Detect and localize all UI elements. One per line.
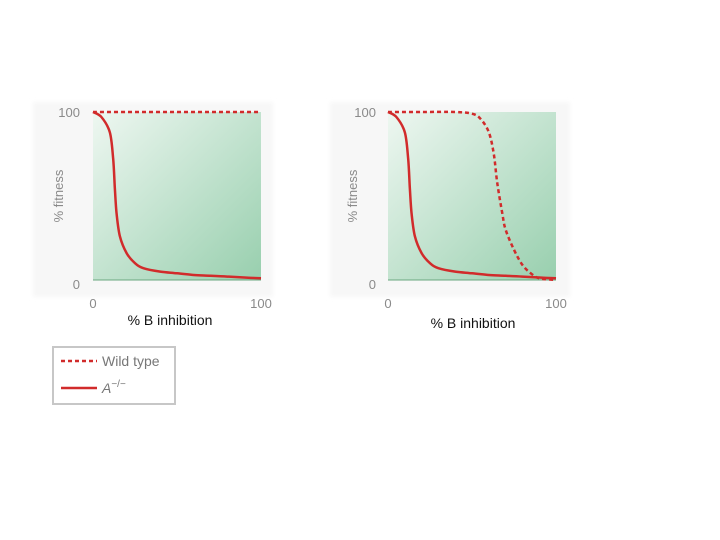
y-axis-label: % fitness xyxy=(51,169,66,222)
legend-label-a-superscript: −/− xyxy=(111,379,126,390)
plot-area xyxy=(388,112,556,280)
x-tick-label-100: 100 xyxy=(250,296,272,311)
series-line-a xyxy=(387,110,557,280)
legend-label-a-text: A xyxy=(101,380,111,396)
plot-area xyxy=(93,112,261,280)
series-layer xyxy=(387,110,557,282)
y-tick-label-100: 100 xyxy=(354,105,376,120)
x-tick-label-100: 100 xyxy=(545,296,567,311)
y-tick-label-0: 0 xyxy=(73,277,80,292)
x-axis-label: % B inhibition xyxy=(128,312,213,328)
y-tick-label-0: 0 xyxy=(369,277,376,292)
x-tick-label-0: 0 xyxy=(89,296,96,311)
series-line-wild-type xyxy=(388,110,557,282)
legend-label-wild-type: Wild type xyxy=(102,353,160,369)
chart-panel-right: 100 0 0 100 % fitness % B inhibition xyxy=(330,102,570,331)
legend-label-a-knockout: A−/− xyxy=(101,379,126,396)
series-line-a xyxy=(92,110,262,280)
series-layer xyxy=(92,110,262,280)
x-tick-label-0: 0 xyxy=(384,296,391,311)
y-axis-label: % fitness xyxy=(345,169,360,222)
chart-panel-left: 100 0 0 100 % fitness % B inhibition xyxy=(33,102,273,328)
x-axis-label: % B inhibition xyxy=(431,315,516,331)
legend: Wild type A−/− xyxy=(52,346,176,405)
legend-box xyxy=(52,346,176,405)
y-tick-label-100: 100 xyxy=(58,105,80,120)
